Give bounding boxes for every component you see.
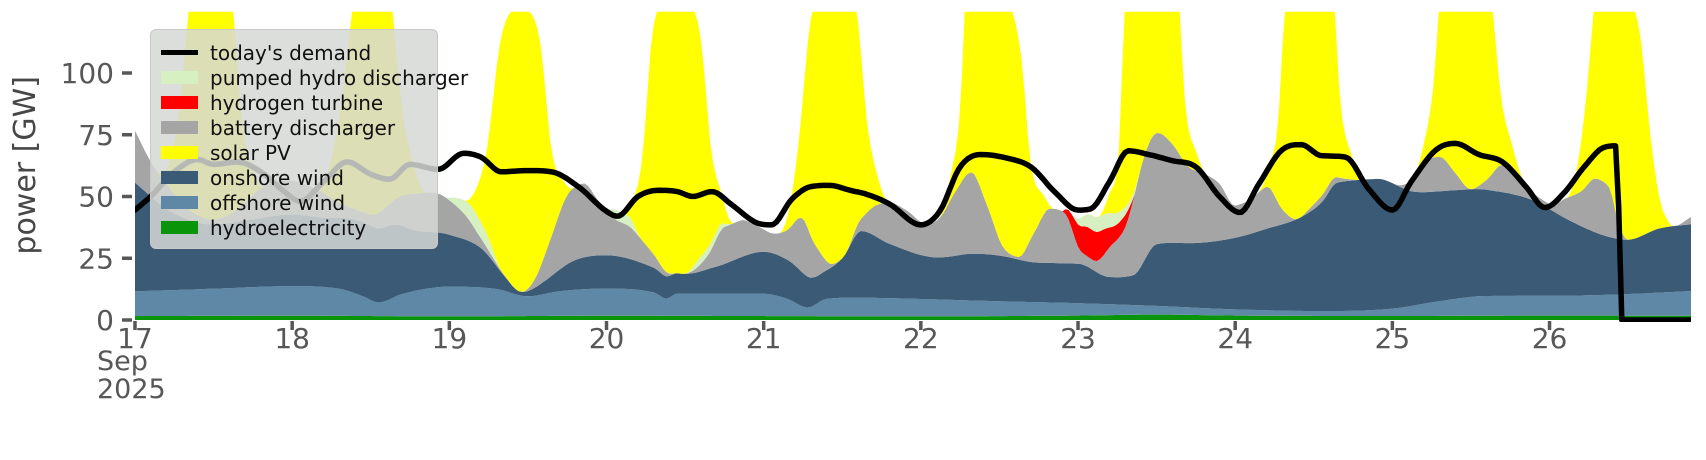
x-tick-label: 19 xyxy=(432,322,468,355)
x-tick-label: 24 xyxy=(1217,322,1253,355)
legend-item-onshore-wind: onshore wind xyxy=(161,165,425,190)
y-tick-label: 100 xyxy=(61,57,114,90)
swatch-offshore-wind xyxy=(161,196,198,209)
y-axis: 0 25 50 75 100 xyxy=(61,57,132,337)
legend-item-offshore-wind: offshore wind xyxy=(161,190,425,215)
y-tick-label: 75 xyxy=(78,119,114,152)
legend-label: hydroelectricity xyxy=(210,215,367,240)
legend-color-swatch xyxy=(161,171,198,184)
legend-item-hydroelectricity: hydroelectricity xyxy=(161,215,425,240)
y-axis-label-text: power [GW] xyxy=(8,75,43,255)
y-tick-label: 25 xyxy=(78,242,114,275)
legend-label: solar PV xyxy=(210,140,291,165)
swatch-battery-discharger xyxy=(161,121,198,134)
x-tick-label: 20 xyxy=(589,322,625,355)
x-tick-label: 26 xyxy=(1532,322,1568,355)
legend-label: pumped hydro discharger xyxy=(210,65,469,90)
swatch-pumped-hydro-discharger xyxy=(161,71,198,84)
x-axis: 17 18 19 20 21 22 23 24 25 26 xyxy=(117,321,1567,355)
y-tick-label: 0 xyxy=(96,304,114,337)
legend-color-swatch xyxy=(161,146,198,159)
plot-areas xyxy=(135,11,1691,320)
x-tick-label: 25 xyxy=(1375,322,1411,355)
legend-line-swatch xyxy=(161,50,198,55)
x-tick-label: 22 xyxy=(903,322,939,355)
legend-label: today's demand xyxy=(210,40,372,65)
swatch-hydrogen-turbine xyxy=(161,96,198,109)
x-tick-label: 23 xyxy=(1060,322,1096,355)
legend-label: offshore wind xyxy=(210,190,346,215)
swatch-solar-pv xyxy=(161,146,198,159)
legend-label: onshore wind xyxy=(210,165,344,190)
area-hydroelectricity xyxy=(135,314,1691,320)
area-offshore-wind xyxy=(135,286,1691,317)
x-axis-year-label: 2025 xyxy=(97,374,166,405)
legend-color-swatch xyxy=(161,221,198,234)
x-tick-label: 21 xyxy=(746,322,782,355)
area-battery-discharger xyxy=(135,130,1691,292)
legend-item-solar-pv: solar PV xyxy=(161,140,425,165)
swatch-onshore-wind xyxy=(161,171,198,184)
legend-color-swatch xyxy=(161,196,198,209)
swatch-demand xyxy=(161,50,198,55)
legend-label: hydrogen turbine xyxy=(210,90,384,115)
legend-item-hydrogen-turbine: hydrogen turbine xyxy=(161,90,425,115)
legend-item-battery-discharger: battery discharger xyxy=(161,115,425,140)
legend-color-swatch xyxy=(161,121,198,134)
area-solar-pv xyxy=(135,11,1691,292)
x-tick-label: 17 xyxy=(117,322,153,355)
area-onshore-wind xyxy=(135,178,1691,311)
x-tick-label: 18 xyxy=(274,322,310,355)
legend-color-swatch xyxy=(161,96,198,109)
legend-label: battery discharger xyxy=(210,115,396,140)
y-axis-label: power [GW] xyxy=(8,10,43,320)
y-tick-label: 50 xyxy=(78,181,114,214)
chart-legend: today's demand pumped hydro discharger hyd… xyxy=(150,29,468,249)
swatch-hydroelectricity xyxy=(161,221,198,234)
legend-item-demand: today's demand xyxy=(161,40,425,65)
legend-color-swatch xyxy=(161,71,198,84)
x-axis-month-label: Sep xyxy=(97,346,148,377)
legend-item-pumped-hydro-discharger: pumped hydro discharger xyxy=(161,65,468,90)
